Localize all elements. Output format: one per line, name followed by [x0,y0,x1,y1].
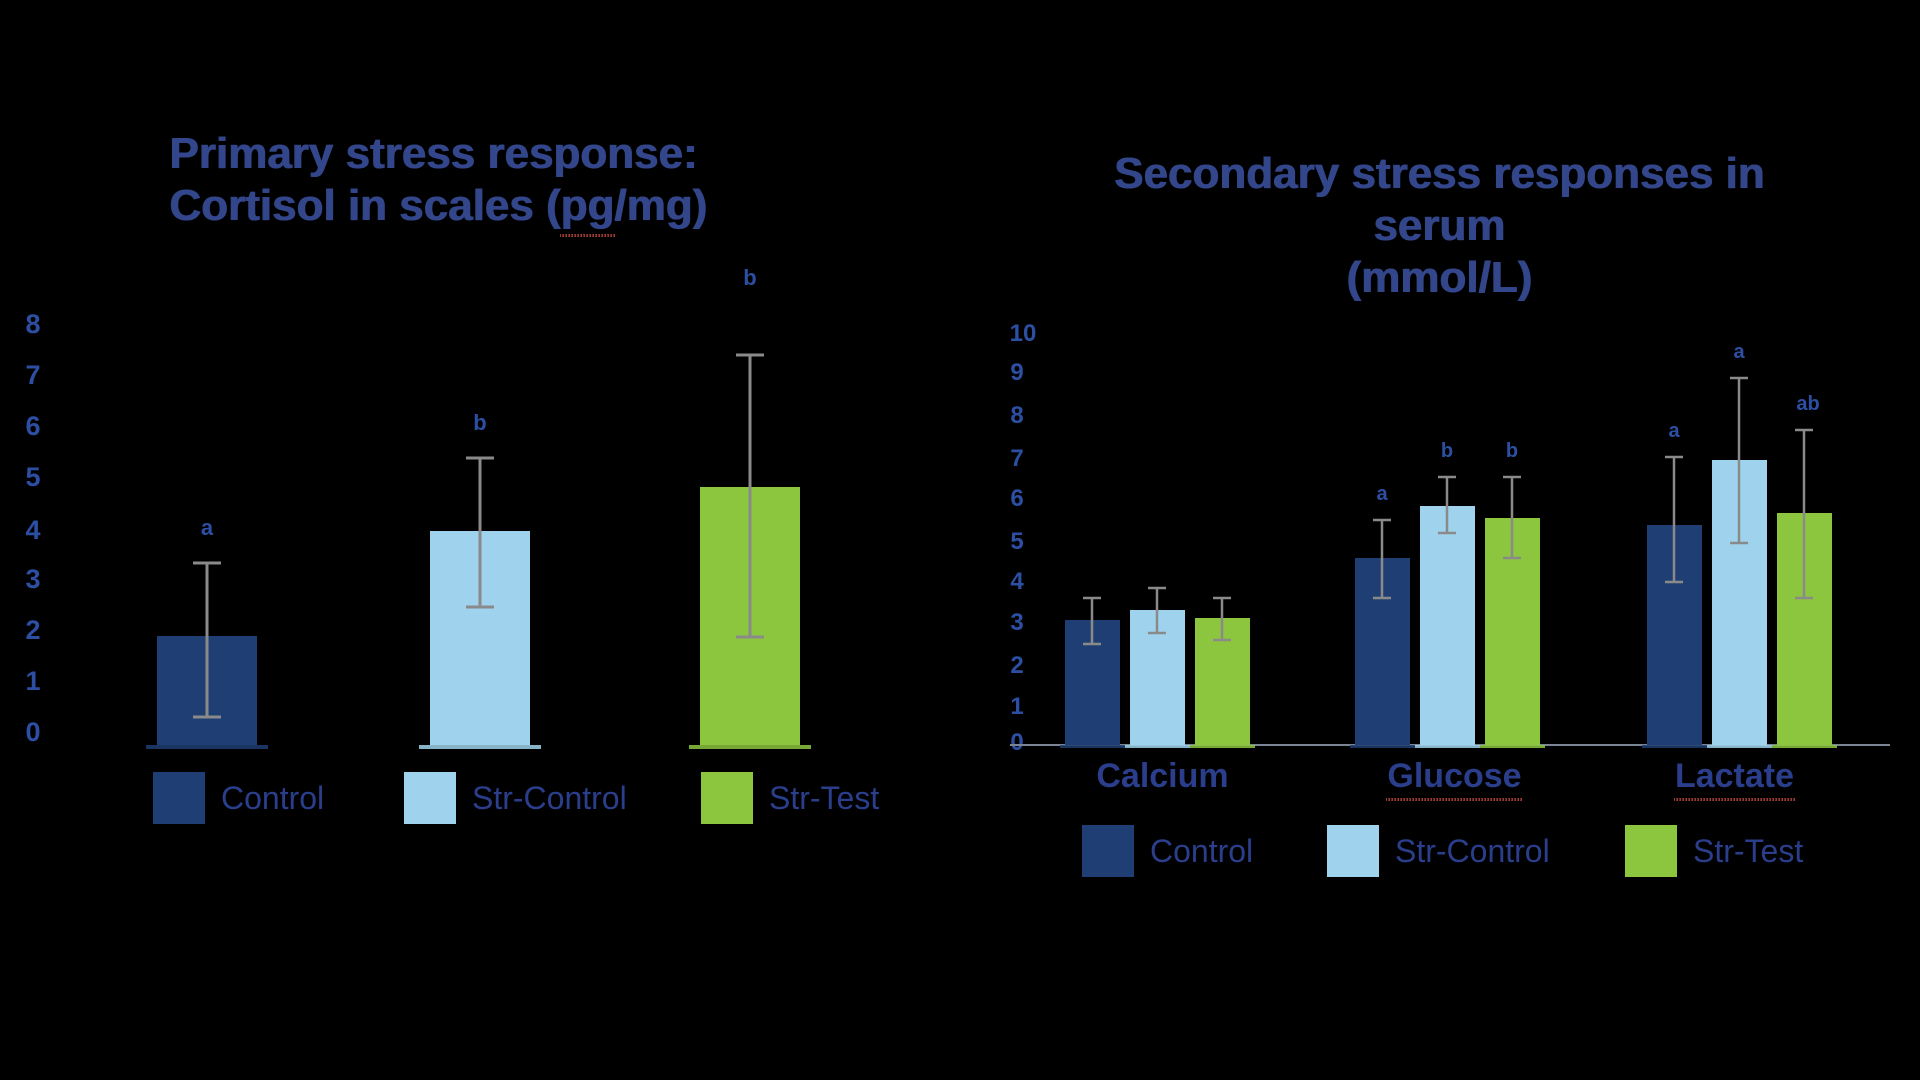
svg-text:a: a [1733,341,1745,363]
svg-text:b: b [473,410,486,435]
svg-text:9: 9 [1010,359,1023,386]
svg-text:5: 5 [25,462,40,492]
svg-text:b: b [1441,440,1453,462]
svg-text:1: 1 [25,666,40,696]
svg-text:1: 1 [1010,693,1023,720]
svg-text:6: 6 [1010,485,1023,512]
svg-text:a: a [1668,420,1680,442]
svg-text:0: 0 [25,717,40,747]
svg-text:4: 4 [25,515,40,545]
svg-text:b: b [1506,440,1518,462]
svg-text:8: 8 [1010,402,1023,429]
svg-text:6: 6 [25,411,40,441]
svg-text:5: 5 [1010,528,1023,555]
svg-text:2: 2 [1010,652,1023,679]
svg-text:2: 2 [25,615,40,645]
svg-text:a: a [201,515,214,540]
svg-text:b: b [743,265,756,290]
svg-text:7: 7 [25,360,40,390]
svg-text:4: 4 [1010,568,1024,595]
svg-text:10: 10 [1010,320,1037,347]
svg-text:7: 7 [1010,445,1023,472]
svg-text:3: 3 [1010,609,1023,636]
svg-text:3: 3 [25,564,40,594]
svg-text:0: 0 [1010,729,1023,756]
svg-text:ab: ab [1796,393,1819,415]
svg-text:8: 8 [25,309,40,339]
svg-text:a: a [1376,483,1388,505]
